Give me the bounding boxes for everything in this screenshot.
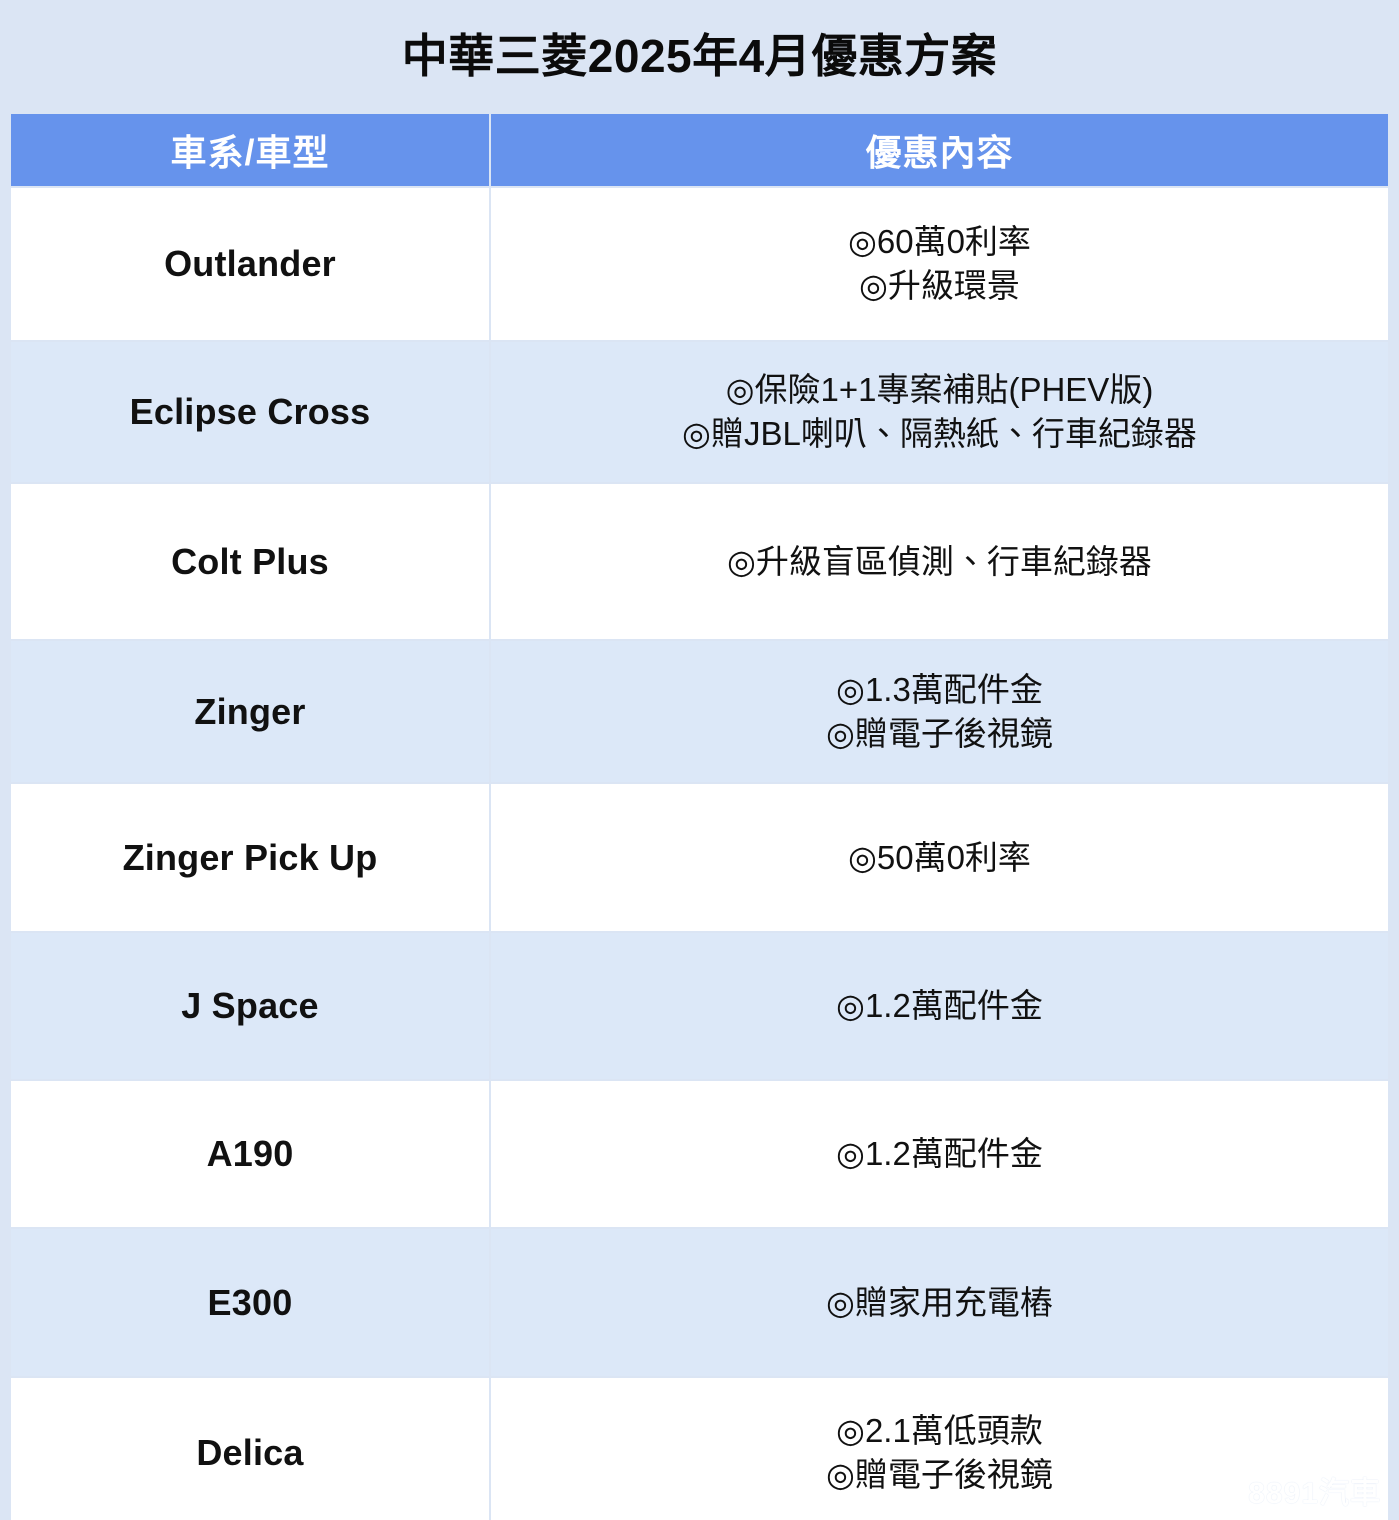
table-row: Zinger ◎1.3萬配件金 ◎贈電子後視鏡 <box>11 641 1388 782</box>
offer-line: ◎升級盲區偵測、行車紀錄器 <box>727 542 1152 580</box>
table-header: 車系/車型 優惠內容 <box>11 114 1388 186</box>
column-header-model: 車系/車型 <box>11 114 489 186</box>
table-row: Zinger Pick Up ◎50萬0利率 <box>11 784 1388 931</box>
cell-model: Zinger <box>11 641 489 782</box>
table-row: Colt Plus ◎升級盲區偵測、行車紀錄器 <box>11 484 1388 639</box>
offer-line: ◎1.3萬配件金 <box>836 670 1043 708</box>
cell-offer: ◎1.2萬配件金 <box>491 1081 1388 1227</box>
table-row: J Space ◎1.2萬配件金 <box>11 933 1388 1079</box>
table-row: E300 ◎贈家用充電樁 <box>11 1229 1388 1376</box>
cell-offer: ◎2.1萬低頭款 ◎贈電子後視鏡 <box>491 1378 1388 1520</box>
column-header-offer: 優惠內容 <box>491 114 1388 186</box>
table-container: 車系/車型 優惠內容 Outlander ◎60萬0利率 ◎升級環景 Eclip… <box>0 112 1399 1520</box>
promotion-table: 車系/車型 優惠內容 Outlander ◎60萬0利率 ◎升級環景 Eclip… <box>9 112 1390 1520</box>
cell-offer: ◎升級盲區偵測、行車紀錄器 <box>491 484 1388 639</box>
offer-line: ◎50萬0利率 <box>848 838 1031 876</box>
page-title: 中華三菱2025年4月優惠方案 <box>401 30 998 82</box>
offer-line: ◎2.1萬低頭款 <box>836 1412 1043 1450</box>
table-row: A190 ◎1.2萬配件金 <box>11 1081 1388 1227</box>
cell-model: J Space <box>11 933 489 1079</box>
table-row: Delica ◎2.1萬低頭款 ◎贈電子後視鏡 <box>11 1378 1388 1520</box>
cell-model: Outlander <box>11 188 489 340</box>
cell-model: Delica <box>11 1378 489 1520</box>
header-row: 車系/車型 優惠內容 <box>11 114 1388 186</box>
cell-model: A190 <box>11 1081 489 1227</box>
offer-line: ◎保險1+1專案補貼(PHEV版) <box>725 371 1154 409</box>
offer-line: ◎1.2萬配件金 <box>836 1135 1043 1173</box>
offer-line: ◎1.2萬配件金 <box>836 987 1043 1025</box>
cell-model: Eclipse Cross <box>11 342 489 482</box>
table-row: Eclipse Cross ◎保險1+1專案補貼(PHEV版) ◎贈JBL喇叭、… <box>11 342 1388 482</box>
offer-line: ◎贈電子後視鏡 <box>826 714 1053 752</box>
cell-offer: ◎贈家用充電樁 <box>491 1229 1388 1376</box>
cell-offer: ◎保險1+1專案補貼(PHEV版) ◎贈JBL喇叭、隔熱紙、行車紀錄器 <box>491 342 1388 482</box>
table-row: Outlander ◎60萬0利率 ◎升級環景 <box>11 188 1388 340</box>
cell-offer: ◎1.3萬配件金 ◎贈電子後視鏡 <box>491 641 1388 782</box>
offer-line: ◎60萬0利率 <box>848 223 1031 261</box>
table-body: Outlander ◎60萬0利率 ◎升級環景 Eclipse Cross ◎保… <box>11 188 1388 1520</box>
offer-line: ◎升級環景 <box>859 267 1020 304</box>
cell-model: Colt Plus <box>11 484 489 639</box>
offer-line: ◎贈電子後視鏡 <box>826 1456 1053 1493</box>
title-bar: 中華三菱2025年4月優惠方案 <box>0 0 1399 112</box>
offer-line: ◎贈家用充電樁 <box>826 1283 1053 1321</box>
cell-model: Zinger Pick Up <box>11 784 489 931</box>
offer-line: ◎贈JBL喇叭、隔熱紙、行車紀錄器 <box>682 415 1197 452</box>
cell-offer: ◎1.2萬配件金 <box>491 933 1388 1079</box>
cell-model: E300 <box>11 1229 489 1376</box>
cell-offer: ◎50萬0利率 <box>491 784 1388 931</box>
cell-offer: ◎60萬0利率 ◎升級環景 <box>491 188 1388 340</box>
